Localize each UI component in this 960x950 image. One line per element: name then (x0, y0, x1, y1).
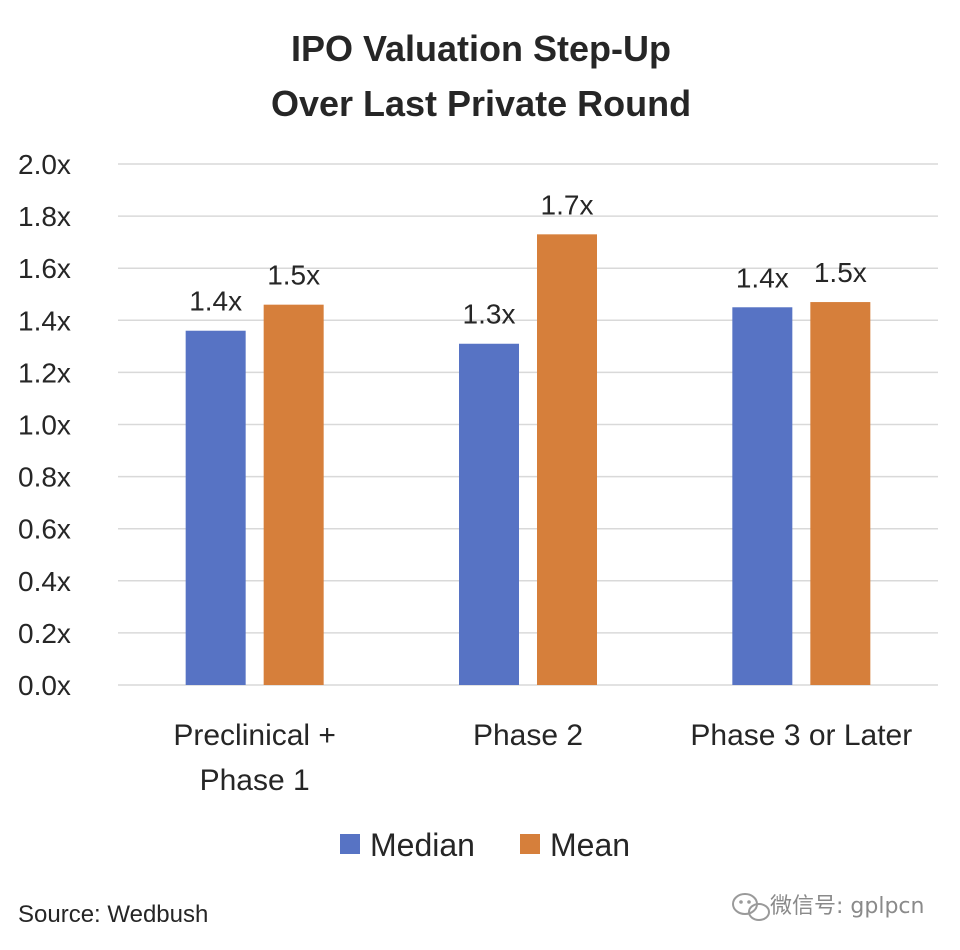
x-category-label: Phase 3 or Later (690, 719, 912, 752)
chart-title-line: IPO Valuation Step-Up (291, 28, 671, 69)
wechat-icon (732, 893, 770, 921)
x-axis-category-labels: Preclinical + Phase 1 Phase 2 Phase 3 or La… (173, 719, 912, 797)
x-category-label: Preclinical + (173, 719, 336, 752)
y-tick-label: 1.6x (18, 253, 71, 284)
y-tick-label: 0.2x (18, 618, 71, 649)
y-axis-tick-labels: 0.0x 0.2x 0.4x 0.6x 0.8x 1.0x 1.2x 1.4x 1.6x 1.8x… (18, 149, 71, 701)
data-label: 1.5x (267, 260, 320, 291)
bar-median (185, 330, 246, 685)
data-labels: 1.4x 1.5x 1.3x 1.7x 1.4x 1.5x (189, 189, 867, 329)
y-tick-label: 1.0x (18, 410, 71, 441)
watermark: 微信号: gplpcn (732, 893, 924, 921)
bar-mean (537, 234, 597, 685)
y-tick-label: 1.8x (18, 201, 71, 232)
data-label: 1.4x (189, 286, 242, 317)
gridlines (118, 163, 938, 686)
y-tick-label: 2.0x (18, 149, 71, 180)
data-label: 1.5x (814, 257, 867, 288)
y-tick-label: 0.0x (18, 670, 71, 701)
data-label: 1.7x (541, 189, 594, 220)
legend: Median Mean (340, 827, 630, 863)
bar-mean (810, 302, 871, 685)
data-label: 1.3x (463, 299, 516, 330)
legend-swatch-mean (520, 834, 540, 854)
chart-title-line: Over Last Private Round (271, 83, 691, 124)
x-category-label: Phase 1 (200, 764, 310, 797)
legend-label-median: Median (370, 827, 475, 863)
y-tick-label: 0.6x (18, 514, 71, 545)
bar-median (459, 343, 519, 685)
y-tick-label: 0.8x (18, 462, 71, 493)
source-note: Source: Wedbush (18, 901, 208, 928)
watermark-text: 微信号: gplpcn (770, 894, 924, 919)
bars (185, 234, 871, 685)
legend-swatch-median (340, 834, 360, 854)
bar-median (732, 307, 793, 685)
x-category-label: Phase 2 (473, 719, 583, 752)
chart-title: IPO Valuation Step-Up Over Last Private R… (271, 28, 691, 124)
data-label: 1.4x (736, 262, 789, 293)
y-tick-label: 1.2x (18, 357, 71, 388)
bar-mean (263, 304, 324, 685)
y-tick-label: 0.4x (18, 566, 71, 597)
legend-label-mean: Mean (550, 827, 630, 863)
y-tick-label: 1.4x (18, 305, 71, 336)
